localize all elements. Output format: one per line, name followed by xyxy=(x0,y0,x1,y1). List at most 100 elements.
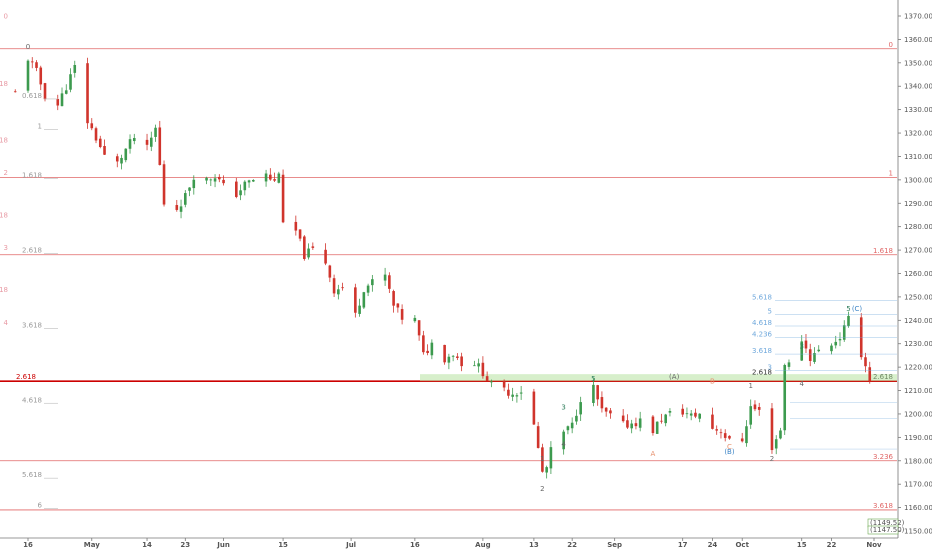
candle-body xyxy=(596,385,599,400)
candle-body xyxy=(218,176,221,180)
candle-body xyxy=(396,303,400,308)
candle-body xyxy=(422,335,425,353)
candle-body xyxy=(209,179,213,181)
candle-body xyxy=(205,177,208,181)
wave-label-4: 3 xyxy=(561,403,565,411)
price-tick-label-14: 1290.00 xyxy=(904,200,932,208)
candle-body xyxy=(536,426,540,448)
time-tick-label-1: May xyxy=(84,541,100,549)
right-fib-label-4: 3.618 xyxy=(752,347,772,355)
candle-body xyxy=(426,350,429,354)
price-axis[interactable]: 1150.00 1160.00 1170.00 1180.00 1190.00 1200.… xyxy=(867,0,932,538)
candle-body xyxy=(281,174,285,223)
candle-body xyxy=(303,236,306,259)
wave-label-16: (C) xyxy=(852,305,863,313)
candle-body xyxy=(192,179,196,189)
fib-labels: 0.61811.6182.6183.6184.6185.61860.618182… xyxy=(0,12,897,510)
time-tick-label-0: 16 xyxy=(23,541,33,549)
candle-body xyxy=(740,438,744,442)
candle-body xyxy=(451,355,455,357)
candle-body xyxy=(570,422,574,429)
candle-body xyxy=(604,407,608,412)
candle-body xyxy=(745,426,748,444)
candle-body xyxy=(838,339,842,341)
candle-body xyxy=(660,420,663,422)
candle-body xyxy=(222,179,225,184)
candle-body xyxy=(443,344,446,363)
price-tick-label-6: 1210.00 xyxy=(904,387,932,395)
price-tick-label-0: 1150.00 xyxy=(904,528,932,536)
candle-body xyxy=(392,291,395,306)
wave-label-7: (A) xyxy=(669,373,680,381)
candle-body xyxy=(64,90,68,94)
time-tick-label-9: 13 xyxy=(529,541,539,549)
candle-body xyxy=(473,365,476,367)
candle-body xyxy=(813,353,816,362)
candle-body xyxy=(800,341,804,361)
candle-body xyxy=(842,325,846,340)
green-zone-band xyxy=(420,374,897,382)
price-tag-1: (1147.50) xyxy=(870,526,905,534)
candle-body xyxy=(749,406,753,425)
candle-body xyxy=(158,127,162,165)
candle-body xyxy=(864,357,867,367)
left-fib-label-7: 6 xyxy=(38,502,43,510)
left-edge-label-5: 3 xyxy=(4,244,8,252)
candle-body xyxy=(154,127,157,137)
level-label-right-1: 1 xyxy=(889,170,893,178)
wave-label-5: 5 xyxy=(591,375,595,383)
candle-body xyxy=(728,435,731,439)
left-fib-label-5: 4.618 xyxy=(22,396,42,404)
candle-body xyxy=(124,148,128,161)
candle-body xyxy=(264,173,268,182)
candle-body xyxy=(311,246,315,248)
left-fib-label-2: 1.618 xyxy=(22,172,42,180)
candle-body xyxy=(783,365,787,431)
candle-body xyxy=(252,179,255,182)
left-fib-label-4: 3.618 xyxy=(22,321,42,329)
candle-body xyxy=(69,74,72,90)
price-tick-label-16: 1310.00 xyxy=(904,153,932,161)
candle-body xyxy=(575,415,578,422)
candle-body xyxy=(298,229,302,239)
candle-body xyxy=(213,178,217,182)
price-tick-label-18: 1330.00 xyxy=(904,106,932,114)
candle-body xyxy=(689,413,693,416)
candle-body xyxy=(779,430,782,439)
right-fib-label-1: 5 xyxy=(768,307,772,315)
right-fib-label-0: 5.618 xyxy=(752,293,772,301)
candle-body xyxy=(371,279,374,286)
time-tick-label-5: 15 xyxy=(278,541,288,549)
left-edge-label-3: 2 xyxy=(4,169,8,177)
right-fib-label-5: 3 xyxy=(768,363,772,371)
left-fib-label-0: 0.618 xyxy=(22,92,42,100)
time-axis[interactable]: 16 May 14 23 Jun 15 Jul 16 Aug 13 22 Sep 17 24 Oct 15 22… xyxy=(0,537,898,549)
price-tick-label-15: 1300.00 xyxy=(904,176,932,184)
time-tick-label-7: 16 xyxy=(410,541,420,549)
candle-body xyxy=(120,157,123,164)
candle-body xyxy=(638,418,642,428)
candle-body xyxy=(770,408,774,451)
left-edge-label-6: 18 xyxy=(0,286,8,294)
candle-body xyxy=(456,356,459,358)
candle-body xyxy=(817,349,821,352)
price-tick-label-11: 1260.00 xyxy=(904,270,932,278)
candle-body xyxy=(834,341,838,346)
candle-body xyxy=(179,206,183,212)
candle-body xyxy=(715,429,719,431)
candle-body xyxy=(430,342,434,356)
price-tick-label-17: 1320.00 xyxy=(904,130,932,138)
candle-body xyxy=(162,164,166,205)
candle-body xyxy=(723,433,727,438)
left-edge-label-0: 0 xyxy=(4,12,8,20)
candle-body xyxy=(711,414,714,429)
time-tick-label-10: 22 xyxy=(567,541,577,549)
candle-body xyxy=(579,402,582,415)
candle-body xyxy=(115,156,119,162)
time-tick-label-17: Nov xyxy=(866,541,882,549)
candle-body xyxy=(413,317,417,322)
wave-label-3: 4 xyxy=(561,441,566,449)
candle-body xyxy=(243,181,247,191)
